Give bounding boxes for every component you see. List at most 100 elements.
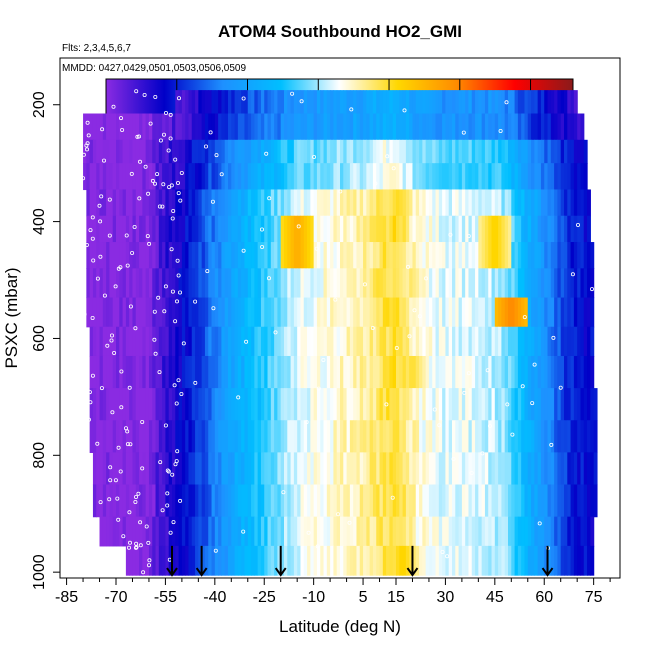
heatmap-cell xyxy=(260,163,265,191)
sample-marker xyxy=(532,362,537,367)
heatmap-cell xyxy=(293,215,298,243)
heatmap-cell xyxy=(514,113,519,141)
heatmap-cell xyxy=(254,215,259,243)
heatmap-cell xyxy=(564,297,568,328)
heatmap-cell xyxy=(132,355,137,389)
heatmap-cell xyxy=(554,242,559,269)
heatmap-cell xyxy=(307,215,311,243)
heatmap-cell xyxy=(132,139,137,164)
heatmap-cell xyxy=(122,163,127,191)
heatmap-cell xyxy=(405,189,410,217)
sample-marker xyxy=(424,276,429,281)
heatmap-cell xyxy=(491,90,496,115)
heatmap-cell xyxy=(96,139,101,164)
heatmap-cell xyxy=(175,297,180,328)
heatmap-cell xyxy=(481,268,486,299)
heatmap-cell xyxy=(300,189,305,217)
heatmap-cell xyxy=(257,452,262,486)
heatmap-cell xyxy=(412,189,417,217)
heatmap-cell xyxy=(521,242,526,269)
heatmap-cell xyxy=(412,215,417,243)
heatmap-cell xyxy=(198,545,203,576)
heatmap-cell xyxy=(379,268,384,299)
heatmap-cell xyxy=(488,90,493,115)
heatmap-cell xyxy=(544,484,549,518)
heatmap-cell xyxy=(224,113,229,141)
heatmap-cell xyxy=(218,297,223,328)
heatmap-cell xyxy=(567,189,572,217)
heatmap-cell xyxy=(257,139,262,164)
sample-marker xyxy=(162,309,167,314)
heatmap-cell xyxy=(587,268,591,299)
heatmap-cell xyxy=(557,452,562,486)
heatmap-cell xyxy=(524,326,529,357)
heatmap-cell xyxy=(363,215,367,243)
heatmap-cell xyxy=(399,516,404,547)
heatmap-cell xyxy=(560,516,565,547)
heatmap-cell xyxy=(112,268,117,299)
heatmap-cell xyxy=(465,139,470,164)
heatmap-cell xyxy=(488,242,493,269)
heatmap-cell xyxy=(125,420,130,453)
heatmap-cell xyxy=(89,355,94,389)
heatmap-cell xyxy=(116,484,120,518)
heatmap-cell xyxy=(445,242,450,269)
sample-marker xyxy=(119,369,124,374)
heatmap-cell xyxy=(254,545,259,576)
heatmap-cell xyxy=(455,113,460,141)
heatmap-cell xyxy=(425,420,430,453)
heatmap-cell xyxy=(343,90,348,115)
heatmap-cell xyxy=(567,268,572,299)
sample-marker xyxy=(510,432,515,437)
heatmap-cell xyxy=(86,113,91,141)
sample-marker xyxy=(143,164,148,169)
x-tick-label: 30 xyxy=(437,589,455,606)
heatmap-cell xyxy=(172,215,176,243)
sample-marker xyxy=(97,203,102,208)
heatmap-cell xyxy=(145,326,150,357)
x-tick-label: -55 xyxy=(154,589,177,606)
sample-marker xyxy=(136,491,141,496)
heatmap-cell xyxy=(389,139,394,164)
heatmap-cell xyxy=(280,484,285,518)
heatmap-cell xyxy=(405,452,410,486)
heatmap-cell xyxy=(185,242,190,269)
heatmap-cell xyxy=(372,484,377,518)
heatmap-cell xyxy=(211,297,216,328)
heatmap-cell xyxy=(590,420,595,453)
sample-marker xyxy=(108,465,113,470)
heatmap-cell xyxy=(214,297,219,328)
heatmap-cell xyxy=(214,484,219,518)
heatmap-cell xyxy=(214,388,219,421)
heatmap-cell xyxy=(102,326,107,357)
heatmap-cell xyxy=(237,388,242,421)
heatmap-cell xyxy=(287,242,292,269)
sample-marker xyxy=(193,299,198,304)
heatmap-cell xyxy=(297,242,302,269)
heatmap-cell xyxy=(178,139,183,164)
heatmap-cell xyxy=(346,420,351,453)
heatmap-cell xyxy=(468,139,473,164)
heatmap-cell xyxy=(468,545,473,576)
heatmap-cell xyxy=(386,420,391,453)
heatmap-cell xyxy=(448,163,453,191)
heatmap-cell xyxy=(445,420,450,453)
heatmap-cell xyxy=(270,215,275,243)
heatmap-cell xyxy=(468,268,473,299)
heatmap-cell xyxy=(547,189,552,217)
heatmap-cell xyxy=(224,268,229,299)
heatmap-cell xyxy=(287,388,292,421)
sample-marker xyxy=(127,540,132,545)
heatmap-cell xyxy=(405,139,410,164)
heatmap-cell xyxy=(564,242,568,269)
heatmap-cell xyxy=(544,297,549,328)
heatmap-cell xyxy=(208,215,213,243)
heatmap-cell xyxy=(254,452,259,486)
heatmap-cell xyxy=(567,326,572,357)
heatmap-cell xyxy=(125,163,130,191)
heatmap-cell xyxy=(191,189,196,217)
heatmap-cell xyxy=(300,545,305,576)
heatmap-cell xyxy=(142,163,147,191)
heatmap-cell xyxy=(244,189,249,217)
heatmap-cell xyxy=(438,388,443,421)
